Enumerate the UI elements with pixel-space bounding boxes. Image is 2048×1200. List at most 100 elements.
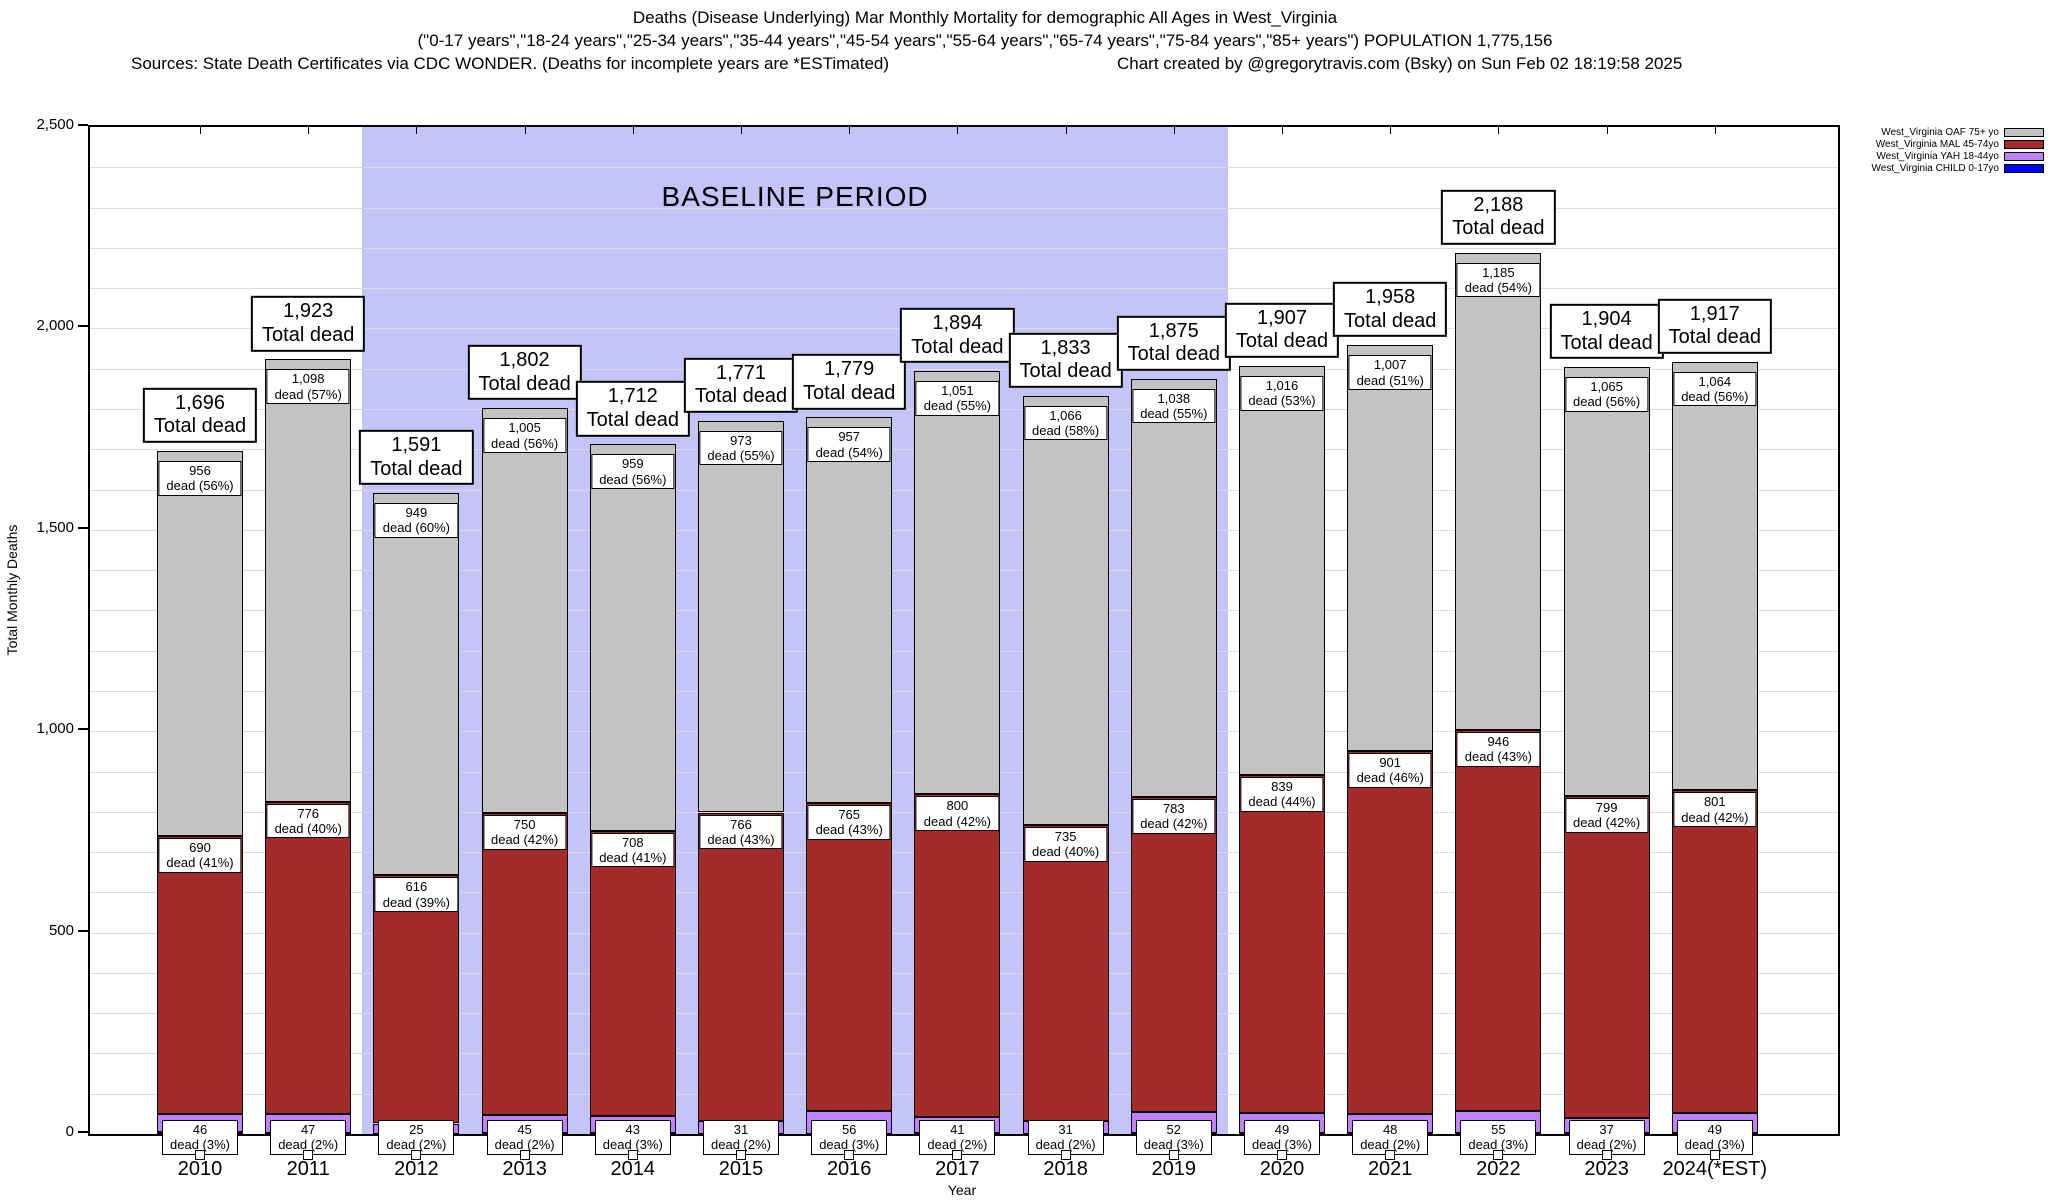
yah-label-marker: [1385, 1150, 1396, 1160]
bar-segment-mal: [806, 802, 893, 1111]
year-label: 2015: [718, 1158, 764, 1180]
x-axis-tick-top: [524, 127, 526, 134]
yah-segment-label: 25 dead (2%): [378, 1120, 455, 1155]
yah-label-marker: [1168, 1150, 1179, 1160]
year-label: 2023: [1584, 1158, 1629, 1180]
mal-segment-label: 776 dead (40%): [266, 803, 350, 839]
yah-label-marker: [1601, 1150, 1612, 1160]
yah-label-marker: [1277, 1150, 1287, 1160]
bar-segment-oaf: [914, 371, 1001, 795]
legend-entry-label: West_Virginia MAL 45-74yo: [1875, 138, 1999, 150]
mal-segment-label: 708 dead (41%): [591, 832, 675, 868]
legend-color-swatch: [2004, 127, 2044, 137]
y-axis-tick: [78, 929, 88, 932]
total-dead-label: 1,833 Total dead: [1008, 332, 1123, 388]
oaf-segment-label: 1,065 dead (56%): [1564, 377, 1649, 412]
mal-segment-label: 616 dead (39%): [374, 877, 458, 913]
total-dead-label: 1,779 Total dead: [792, 354, 907, 410]
x-axis-tick-top: [1606, 127, 1608, 134]
y-axis-title: Total Monthly Deaths: [4, 524, 20, 656]
chart-credit: Chart created by @gregorytravis.com (Bsk…: [1117, 54, 1683, 73]
bar-segment-mal: [1130, 796, 1217, 1113]
oaf-segment-label: 1,016 dead (53%): [1240, 375, 1324, 411]
bar-segment-oaf: [265, 359, 352, 802]
x-axis-tick-top: [1498, 127, 1500, 134]
x-axis-tick-top: [741, 127, 742, 134]
yah-segment-label: 47 dead (2%): [270, 1120, 347, 1155]
oaf-segment-label: 1,038 dead (55%): [1132, 388, 1216, 424]
year-label: 2017: [935, 1158, 980, 1180]
y-axis-tick-label: 0: [65, 1123, 74, 1140]
y-axis-tick: [78, 728, 88, 731]
bar-segment-oaf: [1563, 367, 1650, 797]
yah-label-marker: [736, 1150, 746, 1160]
gridline: [90, 368, 1838, 370]
yah-segment-label: 31 dead (2%): [1027, 1120, 1104, 1155]
bar-segment-mal: [1563, 796, 1650, 1118]
bar-segment-mal: [157, 835, 243, 1114]
oaf-segment-label: 1,098 dead (57%): [266, 369, 350, 405]
x-axis-tick-top: [632, 127, 634, 134]
chart-sources: Sources: State Death Certificates via CD…: [131, 54, 890, 73]
bar-segment-oaf: [1130, 378, 1217, 797]
total-dead-label: 1,771 Total dead: [683, 357, 799, 413]
bar-segment-mal: [1239, 775, 1325, 1113]
mal-segment-label: 946 dead (43%): [1456, 732, 1540, 767]
total-dead-label: 1,591 Total dead: [359, 429, 474, 486]
legend-color-swatch: [2004, 139, 2044, 149]
bar-segment-mal: [589, 830, 676, 1116]
bar-segment-mal: [373, 875, 460, 1124]
legend-entry: West_Virginia MAL 45-74yo: [1872, 138, 2044, 150]
x-axis-tick-top: [1714, 127, 1716, 134]
bar-segment-oaf: [1455, 252, 1542, 730]
legend-color-swatch: [2004, 151, 2044, 161]
yah-label-marker: [411, 1150, 422, 1160]
bar-segment-oaf: [157, 450, 243, 836]
plot-area: BASELINE PERIOD 1,696 Total dead 956 dead (…: [88, 125, 1840, 1180]
bar-segment-oaf: [806, 417, 893, 803]
y-axis-tick: [78, 1131, 88, 1133]
legend-color-swatch: [2004, 163, 2044, 173]
y-axis-tick: [78, 124, 88, 126]
baseline-period-label: BASELINE PERIOD: [661, 181, 929, 212]
year-label: 2018: [1043, 1158, 1088, 1180]
year-label: 2022: [1476, 1158, 1521, 1180]
x-axis-tick-top: [200, 127, 201, 134]
oaf-segment-label: 957 dead (54%): [807, 427, 891, 463]
x-axis-tick-top: [308, 127, 310, 134]
y-axis-tick-label: 2,000: [36, 317, 74, 335]
y-axis-tick-label: 1,000: [36, 720, 74, 738]
y-axis-tick: [78, 526, 88, 529]
mal-segment-label: 735 dead (40%): [1023, 827, 1108, 862]
legend-entry-label: West_Virginia CHILD 0-17yo: [1871, 162, 1999, 174]
x-axis-tick-top: [1390, 127, 1392, 134]
oaf-segment-label: 1,007 dead (51%): [1348, 355, 1432, 390]
total-dead-label: 1,875 Total dead: [1116, 315, 1231, 371]
x-axis-title: Year: [947, 1182, 977, 1198]
yah-segment-label: 49 dead (3%): [1676, 1120, 1753, 1155]
total-dead-label: 1,958 Total dead: [1333, 282, 1448, 338]
mal-segment-label: 800 dead (42%): [915, 796, 999, 832]
chart-title: Deaths (Disease Underlying) Mar Monthly …: [632, 8, 1338, 27]
oaf-segment-label: 1,066 dead (58%): [1023, 405, 1108, 441]
total-dead-label: 1,802 Total dead: [467, 345, 582, 401]
year-label: 2024(*EST): [1662, 1158, 1768, 1180]
gridline: [90, 167, 1838, 169]
yah-segment-label: 48 dead (2%): [1352, 1120, 1429, 1155]
total-dead-label: 1,894 Total dead: [900, 307, 1015, 364]
oaf-segment-label: 949 dead (60%): [374, 503, 458, 538]
year-label: 2010: [177, 1158, 223, 1180]
y-axis-tick-label: 1,500: [36, 518, 74, 536]
x-axis-tick-top: [416, 127, 418, 134]
year-label: 2014: [610, 1158, 656, 1180]
oaf-segment-label: 1,051 dead (55%): [915, 381, 999, 416]
x-axis-tick-top: [849, 127, 851, 134]
oaf-segment-label: 1,064 dead (56%): [1673, 371, 1757, 407]
legend-entry-label: West_Virginia YAH 18-44yo: [1876, 150, 1999, 162]
chart-subtitle: ("0-17 years","18-24 years","25-34 years…: [417, 31, 1553, 50]
mal-segment-label: 839 dead (44%): [1240, 777, 1324, 812]
oaf-segment-label: 959 dead (56%): [591, 454, 675, 490]
bar-segment-mal: [1022, 825, 1109, 1122]
total-dead-label: 1,907 Total dead: [1224, 302, 1340, 358]
